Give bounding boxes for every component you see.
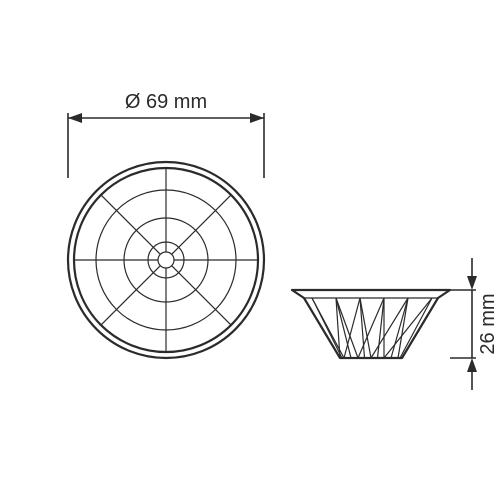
top-view: Ø 69 mm xyxy=(68,91,264,358)
technical-drawing: Ø 69 mm 26 mm xyxy=(0,0,500,500)
diameter-label: Ø 69 mm xyxy=(125,91,207,113)
height-label: 26 mm xyxy=(477,293,499,354)
side-view: 26 mm xyxy=(292,258,499,390)
